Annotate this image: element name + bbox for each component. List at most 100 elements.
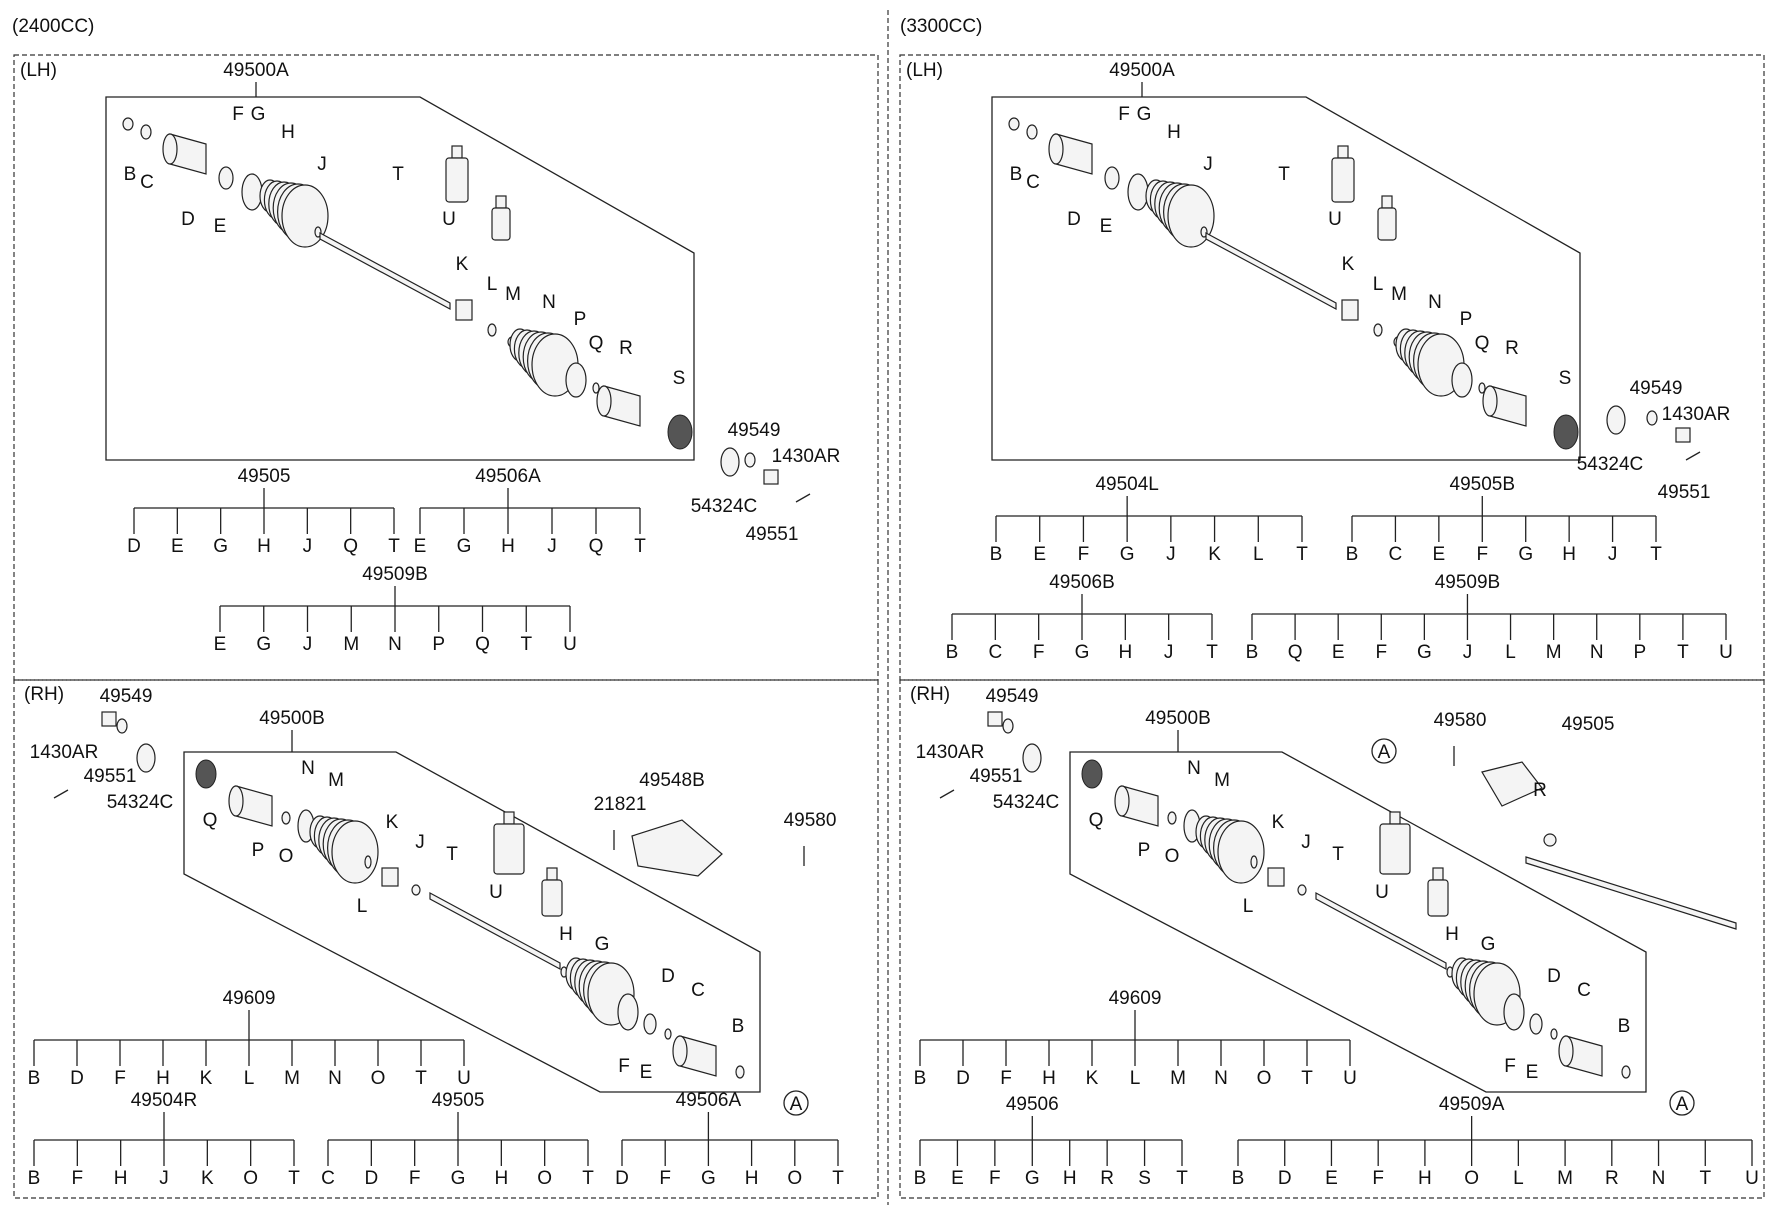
tree-item-G: G xyxy=(1075,642,1090,663)
callout-K: K xyxy=(1342,254,1355,275)
tree-item-N: N xyxy=(1652,1168,1666,1189)
drive-shaft xyxy=(319,231,451,311)
callout-K: K xyxy=(386,812,399,833)
outer-cv-joint xyxy=(228,785,273,827)
tree-item-O: O xyxy=(1257,1068,1272,1089)
callout-P: P xyxy=(252,840,265,861)
joint-face xyxy=(162,133,178,165)
callout-S: S xyxy=(1559,368,1572,389)
tree-item-E: E xyxy=(1325,1168,1338,1189)
tree-item-T: T xyxy=(1296,544,1308,565)
snap-ring xyxy=(735,1065,745,1079)
outer-cv-joint xyxy=(1114,785,1159,827)
tree-item-E: E xyxy=(214,634,227,655)
tree-item-H: H xyxy=(1562,544,1576,565)
callout-G: G xyxy=(595,934,610,955)
tree-label-49609: 49609 xyxy=(223,988,276,1009)
callout-H: H xyxy=(1167,122,1181,143)
tree-item-M: M xyxy=(1557,1168,1573,1189)
callout-D: D xyxy=(181,209,195,230)
tree-item-H: H xyxy=(114,1168,128,1189)
tree-item-H: H xyxy=(156,1068,170,1089)
clamp-band xyxy=(1104,166,1120,190)
assembly-outline xyxy=(183,751,761,1093)
clamp-band xyxy=(643,1013,657,1035)
tree-item-F: F xyxy=(1033,642,1045,663)
tree-item-T: T xyxy=(1301,1068,1313,1089)
tree-item-F: F xyxy=(659,1168,671,1189)
tree-item-H: H xyxy=(1118,642,1132,663)
tree-item-B: B xyxy=(1232,1168,1245,1189)
part-label-49580: 49580 xyxy=(1434,710,1487,731)
split-pin xyxy=(1685,451,1701,461)
seal-ring xyxy=(720,447,740,477)
tree-item-F: F xyxy=(72,1168,84,1189)
tone-wheel xyxy=(667,414,693,450)
callout-Q: Q xyxy=(1089,810,1104,831)
callout-B: B xyxy=(1010,164,1023,185)
seal-ring xyxy=(1022,743,1042,773)
callout-J: J xyxy=(317,154,327,175)
tree-item-T: T xyxy=(1699,1168,1711,1189)
tree-item-C: C xyxy=(321,1168,335,1189)
callout-N: N xyxy=(542,292,556,313)
tree-item-F: F xyxy=(409,1168,421,1189)
tree-item-O: O xyxy=(1464,1168,1479,1189)
assembly-number: 49500A xyxy=(223,60,289,81)
part-label-49551: 49551 xyxy=(970,766,1023,787)
bottle-body xyxy=(1427,879,1449,917)
callout-M: M xyxy=(328,770,344,791)
tree-item-R: R xyxy=(1605,1168,1619,1189)
callout-H: H xyxy=(1445,924,1459,945)
tree-item-J: J xyxy=(547,536,557,557)
grease-bottle-t xyxy=(1331,145,1355,203)
tree-label-49505: 49505 xyxy=(238,466,291,487)
tree-item-Q: Q xyxy=(475,634,490,655)
clip xyxy=(1550,1028,1558,1040)
clamp-band xyxy=(218,166,234,190)
bottle-cap xyxy=(1389,811,1401,825)
callout-G: G xyxy=(1137,104,1152,125)
circlip xyxy=(1297,884,1307,896)
tree-label-49509A: 49509A xyxy=(1439,1094,1505,1115)
part-label-54324C: 54324C xyxy=(1577,454,1644,475)
bottle-cap xyxy=(1381,195,1393,209)
tree-item-E: E xyxy=(951,1168,964,1189)
tree-item-F: F xyxy=(1375,642,1387,663)
tree-item-E: E xyxy=(1433,544,1446,565)
bottle-body xyxy=(1377,207,1397,241)
nut xyxy=(101,711,117,727)
panel-frame-2400-lh xyxy=(13,54,879,681)
bottle-cap xyxy=(451,145,463,159)
tone-wheel xyxy=(1081,759,1103,789)
tree-item-J: J xyxy=(1164,642,1174,663)
tree-item-F: F xyxy=(1000,1068,1012,1089)
inner-boot xyxy=(1395,328,1465,397)
tree-item-Q: Q xyxy=(343,536,358,557)
split-pin xyxy=(939,789,955,799)
part-label-54324C: 54324C xyxy=(691,496,758,517)
callout-J: J xyxy=(415,832,425,853)
callout-L: L xyxy=(487,274,498,295)
callout-C: C xyxy=(691,980,705,1001)
callout-J: J xyxy=(1301,832,1311,853)
assembly-outline xyxy=(991,96,1581,461)
tree-item-B: B xyxy=(914,1168,927,1189)
callout-P: P xyxy=(1460,309,1473,330)
nut xyxy=(763,469,779,485)
callout-Q: Q xyxy=(1475,333,1490,354)
washer xyxy=(1646,410,1658,426)
outer-cv-joint xyxy=(162,133,207,175)
boot-band xyxy=(1503,993,1525,1031)
boot-band xyxy=(1127,173,1149,211)
outer-boot xyxy=(1145,179,1215,248)
part-label-49580: 49580 xyxy=(784,810,837,831)
tree-item-N: N xyxy=(328,1068,342,1089)
tree-item-H: H xyxy=(1042,1068,1056,1089)
callout-O: O xyxy=(1165,846,1180,867)
assembly-outline xyxy=(105,96,695,461)
callout-O: O xyxy=(279,846,294,867)
section-3300cc-label: (3300CC) xyxy=(900,16,982,37)
side-label: (LH) xyxy=(20,60,57,81)
callout-R: R xyxy=(619,338,633,359)
